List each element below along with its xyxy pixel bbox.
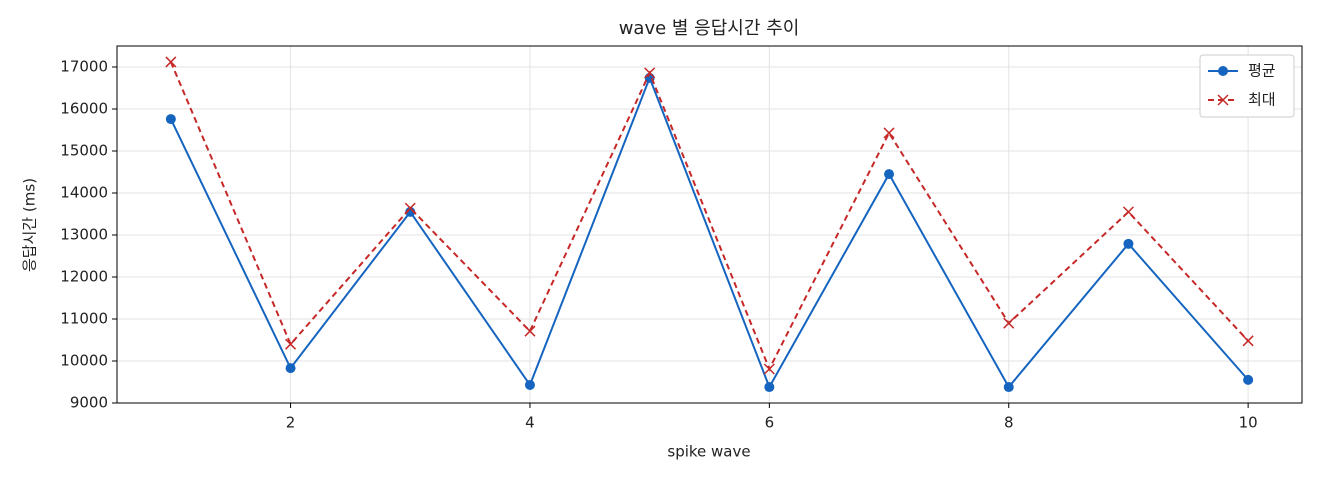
marker [1003,382,1014,393]
marker [884,169,895,180]
marker-shape [285,338,297,350]
marker-shape [644,67,656,79]
marker-shape [165,56,177,68]
marker-shape [1217,94,1229,106]
marker [524,379,535,390]
x-tick-label: 2 [286,414,296,432]
y-tick-label: 11000 [60,310,108,328]
marker [1123,238,1134,249]
marker-shape [883,127,895,139]
legend-box [1199,54,1295,118]
x-axis-label: spike wave [667,443,750,461]
marker [165,114,176,125]
y-tick-label: 14000 [60,184,108,202]
x-tick-label: 4 [525,414,535,432]
marker [285,338,297,350]
y-axis-label: 응답시간 (ms) [21,178,39,272]
marker [1242,335,1254,347]
marker-shape [1242,335,1254,347]
marker-shape [524,325,536,337]
x-tick-label: 10 [1239,414,1258,432]
y-tick-label: 13000 [60,226,108,244]
y-tick-label: 17000 [60,58,108,76]
y-tick-label: 9000 [70,394,108,412]
marker [1122,206,1134,218]
marker [764,382,775,393]
y-tick-label: 15000 [60,142,108,160]
marker [883,127,895,139]
series-line [169,61,1249,372]
marker-shape [1003,317,1015,329]
marker [644,67,656,79]
marker-shape [404,202,416,214]
y-tick-label: 16000 [60,100,108,118]
x-tick-label: 6 [765,414,775,432]
marker [1243,374,1254,385]
series-line [169,75,1249,390]
marker [524,325,536,337]
marker-shape [1122,206,1134,218]
marker [165,56,177,68]
y-tick-label: 10000 [60,352,108,370]
marker [1003,317,1015,329]
marker [763,363,775,375]
chart-title: wave 별 응답시간 추이 [619,18,800,39]
legend-label: 최대 [1248,91,1276,109]
legend-label: 평균 [1248,62,1276,80]
marker [1217,94,1229,106]
plot-frame [116,45,1303,404]
y-tick-label: 12000 [60,268,108,286]
x-tick-label: 8 [1004,414,1014,432]
marker-shape [763,363,775,375]
marker [285,363,296,374]
marker [1218,66,1228,76]
marker [404,202,416,214]
